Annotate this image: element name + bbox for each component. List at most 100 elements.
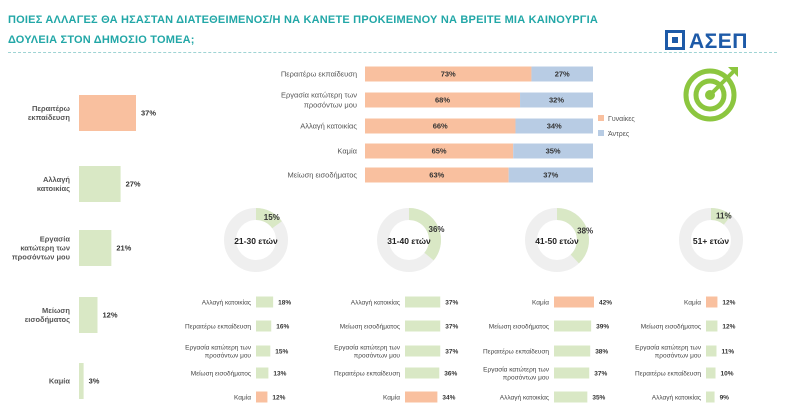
age-bar — [554, 320, 592, 332]
overall-bar-label: Μείωση εισοδήματος — [25, 306, 71, 324]
overall-bar-label: Αλλαγή κατοικίας — [37, 175, 71, 193]
donut-slice — [711, 208, 732, 225]
asep-logo: ΑΣΕΠ — [665, 30, 748, 54]
donut-age-label: 21-30 ετών — [234, 236, 278, 246]
age-bar-value: 12% — [272, 395, 285, 402]
gender-bar-women — [365, 143, 514, 159]
overall-bar-label: Εργασία κατώτερη των προσόντων μου — [12, 235, 71, 262]
age-bar-value: 37% — [594, 371, 607, 378]
legend-women-swatch — [598, 115, 604, 121]
gender-men-value: 37% — [543, 171, 558, 180]
age-bar — [256, 391, 268, 403]
age-bar-label: Περαιτέρω εκπαίδευση — [334, 370, 400, 378]
gender-bar-men — [508, 167, 593, 183]
overall-bar — [79, 230, 112, 266]
age-bar-value: 37% — [445, 300, 458, 307]
age-bar-label: Εργασία κατώτερη των προσόντων μου — [483, 366, 549, 382]
gender-women-value: 68% — [435, 96, 450, 105]
age-bar-label: Περαιτέρω εκπαίδευση — [483, 348, 549, 356]
age-bar — [256, 296, 274, 308]
gender-women-value: 65% — [432, 147, 447, 156]
age-bar-label: Καμία — [234, 394, 251, 402]
overall-bar-value: 37% — [141, 109, 156, 118]
overall-bar-label: Περαιτέρω εκπαίδευση — [28, 104, 71, 122]
age-bar-value: 18% — [278, 300, 291, 307]
age-bar-value: 39% — [596, 324, 609, 331]
target-ring-icon — [693, 78, 727, 112]
age-bar-label: Περαιτέρω εκπαίδευση — [185, 323, 251, 331]
overall-bar — [79, 363, 84, 399]
overall-bar — [79, 297, 98, 333]
gender-men-value: 32% — [549, 96, 564, 105]
age-bar — [256, 345, 271, 357]
age-bar-value: 37% — [445, 349, 458, 356]
gender-men-value: 35% — [546, 147, 561, 156]
age-bar — [256, 320, 272, 332]
legend-men-swatch — [598, 130, 604, 136]
title-divider — [8, 52, 777, 53]
donut-value: 15% — [264, 213, 280, 222]
age-bar — [554, 345, 591, 357]
age-bar — [554, 367, 590, 379]
age-bar — [256, 367, 269, 379]
donut-value: 36% — [429, 225, 445, 234]
age-bar-value: 38% — [595, 349, 608, 356]
age-bar — [405, 320, 441, 332]
age-bar — [405, 367, 440, 379]
gender-category-label: Περαιτέρω εκπαίδευση — [281, 70, 357, 79]
gender-women-value: 73% — [441, 70, 456, 79]
gender-bar-women — [365, 66, 532, 82]
age-bar-label: Καμία — [383, 394, 400, 402]
gender-bar-women — [365, 92, 521, 108]
gender-bar-men — [513, 143, 593, 159]
age-bar-label: Μείωση εισοδήματος — [340, 323, 400, 331]
donut-slice — [409, 208, 442, 261]
gender-men-value: 27% — [555, 70, 570, 79]
age-bar-value: 34% — [442, 395, 455, 402]
age-bar-value: 42% — [599, 300, 612, 307]
age-bar-value: 11% — [721, 349, 734, 356]
legend-women-label: Γυναίκες — [608, 115, 635, 123]
age-bar-label: Μείωση εισοδήματος — [641, 323, 701, 331]
overall-bar-value: 12% — [102, 311, 117, 320]
logo-mark-icon — [665, 30, 685, 50]
age-bar-value: 15% — [275, 349, 288, 356]
target-icon — [683, 68, 737, 122]
age-bar-value: 13% — [273, 371, 286, 378]
gender-category-label: Αλλαγή κατοικίας — [300, 122, 357, 131]
age-bar — [405, 391, 438, 403]
gender-bar-men — [520, 92, 593, 108]
gender-category-label: Μείωση εισοδήματος — [288, 171, 358, 180]
donut-slice — [557, 208, 590, 264]
page-title: ΠΟΙΕΣ ΑΛΛΑΓΕΣ ΘΑ ΗΣΑΣΤΑΝ ΔΙΑΤΕΘΕΙΜΕΝΟΣ/Η… — [8, 14, 599, 46]
gender-bar-women — [365, 118, 516, 134]
age-bar-label: Καμία — [532, 299, 549, 307]
age-bar-label: Αλλαγή κατοικίας — [351, 299, 400, 307]
donut-age-label: 31-40 ετών — [387, 236, 431, 246]
donut-value: 11% — [716, 212, 732, 221]
age-bar — [405, 345, 441, 357]
age-bar-label: Μείωση εισοδήματος — [191, 370, 251, 378]
gender-category-label: Εργασία κατώτερη των προσόντων μου — [281, 91, 357, 110]
age-bar-value: 37% — [445, 324, 458, 331]
age-bar-label: Αλλαγή κατοικίας — [652, 394, 701, 402]
age-bar-label: Εργασία κατώτερη των προσόντων μου — [185, 344, 251, 360]
age-bar-label: Αλλαγή κατοικίας — [202, 299, 251, 307]
logo-text: ΑΣΕΠ — [689, 30, 748, 53]
overall-bar — [79, 166, 121, 202]
age-bar-value: 16% — [276, 324, 289, 331]
age-bar-label: Εργασία κατώτερη των προσόντων μου — [635, 344, 701, 360]
age-bar — [706, 367, 716, 379]
donut-value: 38% — [577, 226, 593, 235]
gender-category-label: Καμία — [337, 147, 357, 156]
age-bar — [405, 296, 441, 308]
age-bar — [706, 296, 718, 308]
age-bar — [554, 391, 588, 403]
age-bar-label: Αλλαγή κατοικίας — [500, 394, 549, 402]
age-bar-value: 9% — [720, 395, 730, 402]
age-bar-label: Περαιτέρω εκπαίδευση — [635, 370, 701, 378]
overall-bar-label: Καμία — [49, 377, 71, 386]
overall-bar — [79, 95, 136, 131]
age-bar — [706, 345, 717, 357]
